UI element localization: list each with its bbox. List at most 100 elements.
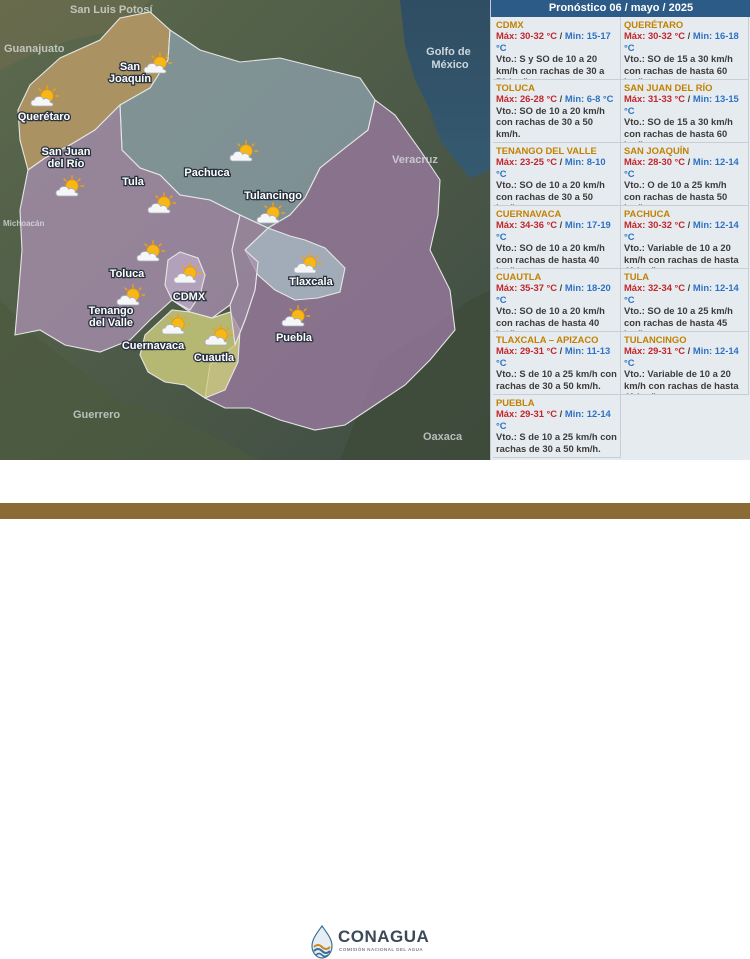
conagua-wave-icon — [311, 925, 333, 959]
forecast-cell: TOLUCA Máx: 26-28 °C / Min: 6-8 °C Vto.: S… — [493, 80, 621, 143]
conagua-logo: CONAGUA COMISIÓN NACIONAL DEL AGUA — [308, 925, 448, 959]
footer: CONAGUA COMISIÓN NACIONAL DEL AGUA — [0, 460, 750, 959]
wind-forecast: Vto.: SO de 15 a 30 km/h con rachas de h… — [624, 116, 733, 142]
temperature-range: Máx: 30-32 °C / Min: 16-18 °C — [624, 30, 745, 53]
logo-subtitle: COMISIÓN NACIONAL DEL AGUA — [339, 947, 424, 952]
wind-forecast: Vto.: SO de 10 a 20 km/h con rachas de 3… — [496, 179, 605, 205]
temp-separator: / — [557, 93, 565, 105]
city-label-cdmx: CDMX — [173, 291, 206, 303]
min-temp: Min: 12-14 °C — [624, 282, 739, 305]
temperature-range: Máx: 29-31 °C / Min: 11-13 °C — [496, 345, 617, 368]
forecast-cell: TULA Máx: 32-34 °C / Min: 12-14 °C Vto.: S… — [621, 269, 749, 332]
wind-forecast: Vto.: Variable de 10 a 20 km/h con racha… — [624, 368, 739, 394]
forecast-cell: TULANCINGO Máx: 29-31 °C / Min: 12-14 °C V… — [621, 332, 749, 395]
min-temp: Min: 8-10 °C — [496, 156, 606, 179]
label-san-luis-potosi: San Luis Potosí — [70, 4, 153, 16]
city-label-queretaro: Querétaro — [18, 111, 71, 123]
city-label-tula: Tula — [122, 176, 145, 188]
forecast-cell: PUEBLA Máx: 29-31 °C / Min: 12-14 °C Vto.:… — [493, 395, 621, 458]
min-temp: Min: 11-13 °C — [496, 345, 611, 368]
tlaxcala-zone — [244, 227, 346, 301]
min-temp: Min: 12-14 °C — [496, 408, 611, 431]
temp-separator: / — [557, 282, 565, 294]
city-label-tlaxcala: Tlaxcala — [289, 276, 333, 288]
forecast-cell: CDMX Máx: 30-32 °C / Min: 15-17 °C Vto.: S… — [493, 17, 621, 80]
min-temp: Min: 13-15 °C — [624, 93, 739, 116]
label-guanajuato: Guanajuato — [4, 43, 65, 55]
forecast-cell: PACHUCA Máx: 30-32 °C / Min: 12-14 °C Vto.… — [621, 206, 749, 269]
city-name: QUERÉTARO — [624, 19, 684, 30]
wind-forecast: Vto.: S y SO de 10 a 20 km/h con rachas … — [496, 53, 605, 79]
max-temp: Máx: 31-33 °C — [624, 93, 686, 105]
temp-separator: / — [685, 282, 693, 294]
city-label-pachuca: Pachuca — [184, 167, 230, 179]
wind-forecast: Vto.: S de 10 a 25 km/h con rachas de 30… — [496, 368, 617, 391]
weather-map: San Luis Potosí Guanajuato Golfo de Méxi… — [0, 0, 490, 460]
min-temp: Min: 12-14 °C — [624, 219, 739, 242]
city-label-cuernavaca: Cuernavaca — [122, 340, 185, 352]
temperature-range: Máx: 29-31 °C / Min: 12-14 °C — [624, 345, 745, 368]
label-guerrero: Guerrero — [73, 409, 120, 421]
temp-separator: / — [557, 345, 565, 357]
temperature-range: Máx: 31-33 °C / Min: 13-15 °C — [624, 93, 745, 116]
forecast-grid: CDMX Máx: 30-32 °C / Min: 15-17 °C Vto.: S… — [493, 17, 749, 460]
city-name: TENANGO DEL VALLE — [496, 145, 597, 156]
forecast-cell: QUERÉTARO Máx: 30-32 °C / Min: 16-18 °C Vt… — [621, 17, 749, 80]
forecast-cell: TENANGO DEL VALLE Máx: 23-25 °C / Min: 8-… — [493, 143, 621, 206]
min-temp: Min: 18-20 °C — [496, 282, 611, 305]
temperature-range: Máx: 26-28 °C / Min: 6-8 °C — [496, 93, 617, 104]
temperature-range: Máx: 29-31 °C / Min: 12-14 °C — [496, 408, 617, 431]
temperature-range: Máx: 28-30 °C / Min: 12-14 °C — [624, 156, 745, 179]
max-temp: Máx: 34-36 °C — [496, 219, 558, 231]
city-name: TULANCINGO — [624, 334, 687, 345]
forecast-cell: CUERNAVACA Máx: 34-36 °C / Min: 17-19 °C V… — [493, 206, 621, 269]
temp-separator: / — [685, 30, 693, 42]
city-name: TOLUCA — [496, 82, 535, 93]
city-label-san-juan-del-rio: San Juan del Río — [42, 146, 91, 170]
temp-separator: / — [685, 156, 693, 168]
temperature-range: Máx: 30-32 °C / Min: 12-14 °C — [624, 219, 745, 242]
city-name: SAN JUAN DEL RÍO — [624, 82, 713, 93]
temp-separator: / — [557, 408, 565, 420]
wind-forecast: Vto.: SO de 15 a 30 km/h con rachas de h… — [624, 53, 733, 79]
city-label-tulancingo: Tulancingo — [244, 190, 302, 202]
max-temp: Máx: 30-32 °C — [496, 30, 558, 42]
wind-forecast: Vto.: SO de 10 a 20 km/h con rachas de h… — [496, 305, 605, 331]
min-temp: Min: 16-18 °C — [624, 30, 739, 53]
min-temp: Min: 15-17 °C — [496, 30, 611, 53]
max-temp: Máx: 29-31 °C — [496, 408, 558, 420]
forecast-title: Pronóstico 06 / mayo / 2025 — [491, 0, 750, 17]
label-veracruz: Veracruz — [392, 154, 438, 166]
temperature-range: Máx: 32-34 °C / Min: 12-14 °C — [624, 282, 745, 305]
city-name: PUEBLA — [496, 397, 535, 408]
mexico-east-wedge — [229, 214, 269, 346]
max-temp: Máx: 23-25 °C — [496, 156, 558, 168]
temp-separator: / — [557, 219, 565, 231]
max-temp: Máx: 29-31 °C — [624, 345, 686, 357]
logo-text: CONAGUA — [338, 927, 430, 946]
wind-forecast: Vto.: SO de 10 a 20 km/h con rachas de 3… — [496, 104, 605, 139]
city-name: CDMX — [496, 19, 524, 30]
city-name: CUERNAVACA — [496, 208, 562, 219]
bottom-bar — [0, 503, 750, 519]
temperature-range: Máx: 23-25 °C / Min: 8-10 °C — [496, 156, 617, 179]
city-name: SAN JOAQUÍN — [624, 145, 690, 156]
min-temp: Min: 17-19 °C — [496, 219, 611, 242]
forecast-cell: CUAUTLA Máx: 35-37 °C / Min: 18-20 °C Vto.… — [493, 269, 621, 332]
min-temp: Min: 12-14 °C — [624, 156, 739, 179]
temperature-range: Máx: 35-37 °C / Min: 18-20 °C — [496, 282, 617, 305]
max-temp: Máx: 30-32 °C — [624, 30, 686, 42]
forecast-cell: TLAXCALA – APIZACO Máx: 29-31 °C / Min: 1… — [493, 332, 621, 395]
city-label-puebla: Puebla — [276, 332, 313, 344]
wind-forecast: Vto.: S de 10 a 25 km/h con rachas de 30… — [496, 431, 617, 454]
temp-separator: / — [685, 345, 693, 357]
city-label-tenango-del-valle: Tenango del Valle — [88, 305, 133, 329]
temp-separator: / — [557, 30, 565, 42]
label-oaxaca: Oaxaca — [423, 431, 463, 443]
wind-forecast: Vto.: O de 10 a 25 km/h con rachas de ha… — [624, 179, 728, 205]
city-label-san-joaquin: San Joaquín — [109, 61, 151, 85]
forecast-cell: SAN JUAN DEL RÍO Máx: 31-33 °C / Min: 13-… — [621, 80, 749, 143]
temperature-range: Máx: 34-36 °C / Min: 17-19 °C — [496, 219, 617, 242]
wind-forecast: Vto.: SO de 10 a 25 km/h con rachas de h… — [624, 305, 733, 331]
forecast-cell: SAN JOAQUÍN Máx: 28-30 °C / Min: 12-14 °C… — [621, 143, 749, 206]
